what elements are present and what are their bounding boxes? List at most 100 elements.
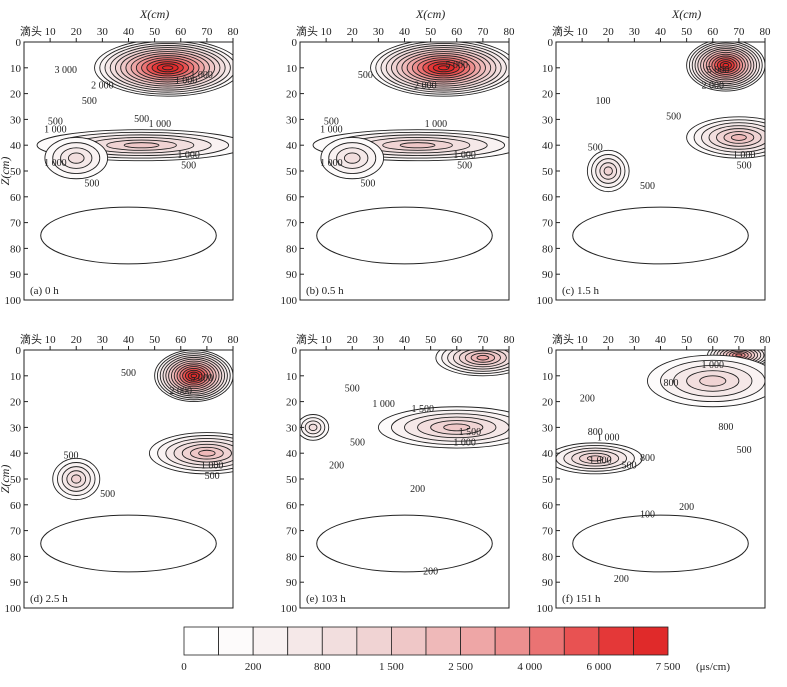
x-tick-label: 60 (707, 26, 719, 38)
x-tick-label: 20 (347, 334, 359, 346)
y-tick-label: 10 (286, 63, 298, 75)
contour-label: 2 000 (91, 80, 114, 91)
y-tick-label: 70 (542, 526, 554, 538)
colorbar-swatch (530, 627, 565, 655)
y-tick-label: 20 (286, 397, 298, 409)
y-tick-label: 60 (10, 500, 22, 512)
x-tick-label: 40 (399, 334, 411, 346)
y-axis-title: Z(cm) (0, 157, 12, 186)
contour-label: 1 000 (453, 437, 476, 448)
contour-label: 500 (64, 450, 79, 461)
x-tick-label: 20 (347, 26, 359, 38)
panel-label: (a) 0 h (30, 285, 59, 297)
colorbar-swatch (564, 627, 599, 655)
y-tick-label: 90 (542, 577, 554, 589)
contour-label: 800 (640, 453, 655, 464)
x-tick-label: 40 (655, 334, 667, 346)
y-tick-label: 20 (10, 89, 22, 101)
contour-band (309, 424, 317, 430)
y-tick-label: 40 (286, 140, 298, 152)
x-tick-label: 50 (681, 334, 693, 346)
y-tick-label: 80 (542, 551, 554, 563)
y-tick-label: 80 (542, 243, 554, 255)
x-tick-label: 30 (629, 334, 641, 346)
contour-label: 800 (718, 422, 733, 433)
contour-band (477, 355, 489, 360)
y-tick-label: 100 (537, 295, 554, 307)
y-tick-label: 0 (16, 37, 22, 49)
y-tick-label: 40 (10, 448, 22, 460)
x-tick-label: 30 (373, 26, 385, 38)
x-tick-label: 70 (477, 26, 489, 38)
colorbar-label: 2 500 (448, 661, 473, 673)
contour-label: 500 (121, 368, 136, 379)
contour-label: 500 (666, 111, 681, 122)
y-tick-label: 40 (542, 140, 554, 152)
x-tick-label: 60 (707, 334, 719, 346)
contour-label: 500 (737, 160, 752, 171)
y-tick-label: 100 (5, 295, 22, 307)
y-tick-label: 40 (10, 140, 22, 152)
contour-label: 500 (84, 178, 99, 189)
x-axis-title: X(cm) (139, 7, 169, 21)
panel-label: (e) 103 h (306, 593, 346, 605)
contour-label: 500 (345, 383, 360, 394)
contour-label: 500 (205, 471, 220, 482)
contour-label: 3 000 (55, 65, 78, 76)
y-tick-label: 80 (286, 551, 298, 563)
y-tick-label: 80 (286, 243, 298, 255)
y-axis-title: Z(cm) (0, 465, 12, 494)
x-tick-label: 50 (149, 26, 161, 38)
x-tick-label: 10 (577, 26, 589, 38)
y-tick-label: 10 (286, 371, 298, 383)
y-tick-label: 0 (16, 345, 22, 357)
y-tick-label: 50 (286, 166, 298, 178)
contour-label: 1 000 (702, 360, 725, 371)
x-tick-label: 70 (201, 334, 213, 346)
contour-band (604, 167, 612, 175)
x-source-label: 滴头 (20, 332, 42, 346)
contour-label: 100 (640, 510, 655, 521)
y-tick-label: 30 (286, 422, 298, 434)
contour-label: 500 (640, 181, 655, 192)
x-tick-label: 20 (71, 334, 83, 346)
contour-band (736, 354, 742, 357)
colorbar-swatch (357, 627, 392, 655)
x-tick-label: 40 (399, 26, 411, 38)
x-tick-label: 30 (629, 26, 641, 38)
colorbar-swatch (391, 627, 426, 655)
contour-label: 1 000 (149, 119, 172, 130)
y-tick-label: 0 (548, 345, 554, 357)
contour-label: 1 000 (320, 158, 343, 169)
panel-label: (b) 0.5 h (306, 285, 344, 297)
y-tick-label: 20 (542, 397, 554, 409)
colorbar-unit: (μs/cm) (696, 661, 730, 673)
colorbar-swatch (184, 627, 219, 655)
x-tick-label: 30 (97, 26, 109, 38)
x-tick-label: 70 (733, 26, 745, 38)
colorbar-swatch (633, 627, 668, 655)
x-tick-label: 50 (425, 26, 437, 38)
y-tick-label: 90 (10, 269, 22, 281)
y-tick-label: 100 (537, 603, 554, 615)
x-source-label: 滴头 (296, 24, 318, 38)
x-tick-label: 50 (149, 334, 161, 346)
x-tick-label: 20 (71, 26, 83, 38)
contour-label: 500 (181, 160, 196, 171)
panel-label: (d) 2.5 h (30, 593, 68, 605)
contour-label: 1 000 (425, 119, 448, 130)
y-tick-label: 30 (10, 422, 22, 434)
y-tick-label: 60 (542, 500, 554, 512)
contour-label: 200 (614, 574, 629, 585)
x-tick-label: 10 (577, 334, 589, 346)
x-tick-label: 10 (321, 26, 333, 38)
contour-label: 5 000 (707, 65, 730, 76)
contour-band (124, 143, 159, 148)
y-tick-label: 20 (10, 397, 22, 409)
contour-label: 200 (423, 566, 438, 577)
